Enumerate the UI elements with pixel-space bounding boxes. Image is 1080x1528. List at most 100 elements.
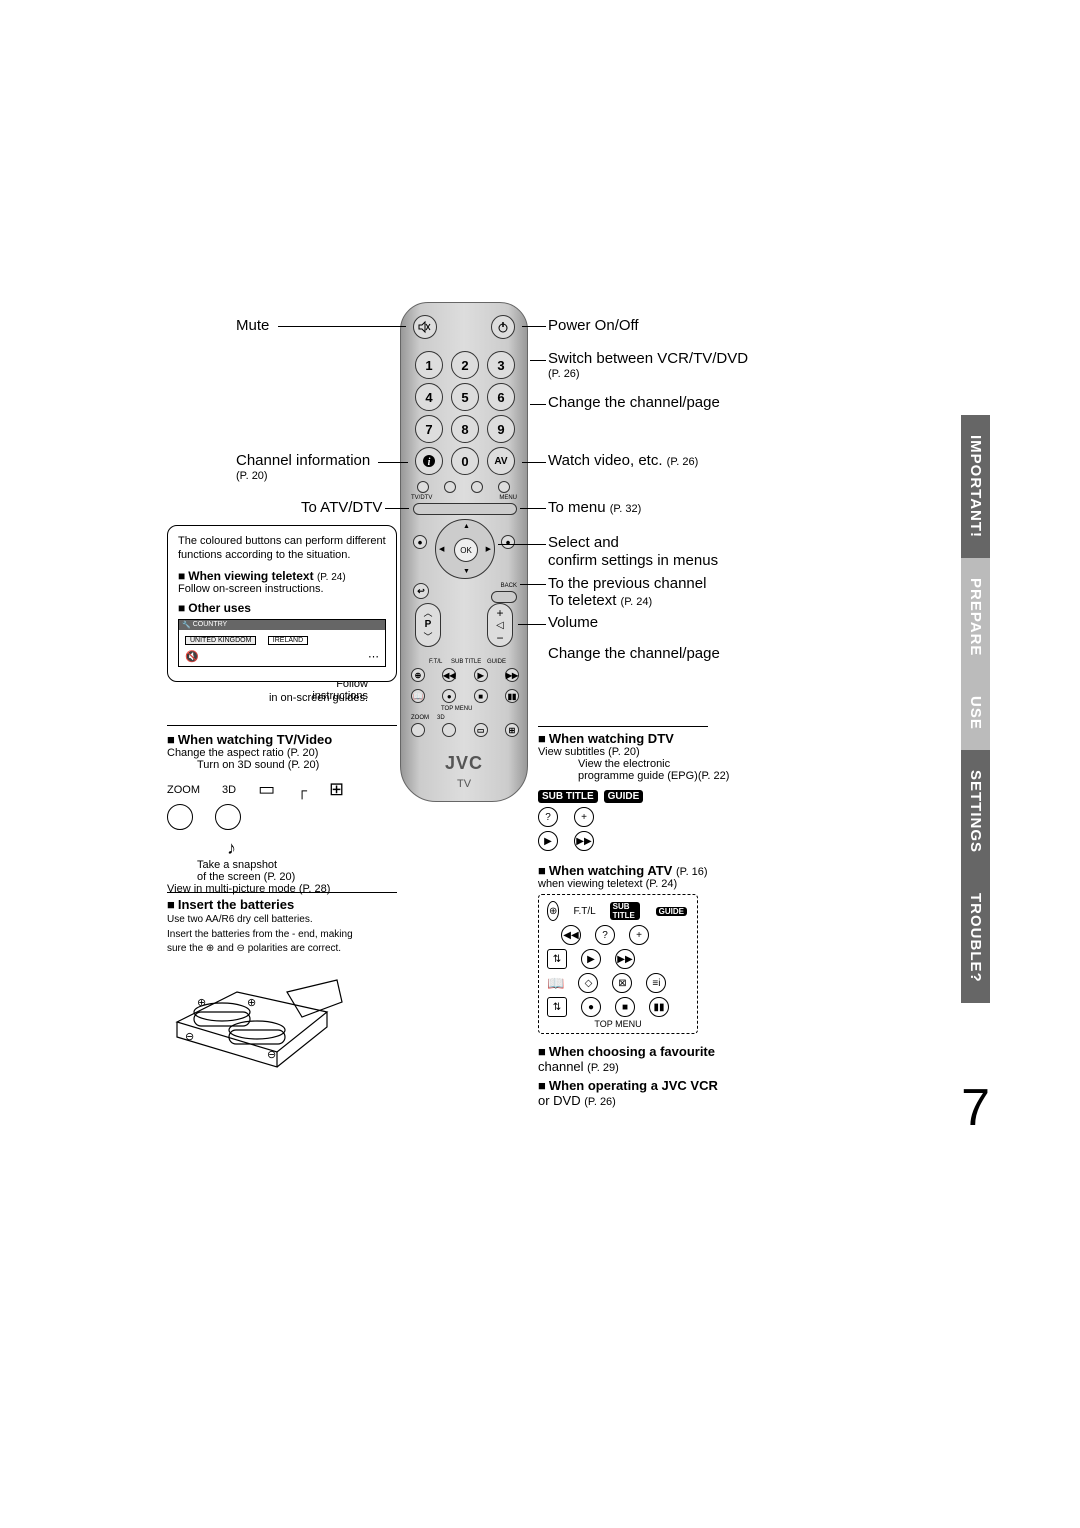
- channel-info-label: Channel information: [236, 452, 370, 469]
- teletext-label: To teletext (P. 24): [548, 592, 652, 609]
- epg-l2: programme guide (EPG)(P. 22): [578, 770, 758, 782]
- battery-diagram: ⊕ ⊕ ⊖ ⊖: [167, 962, 347, 1072]
- to-menu-label: To menu (P. 32): [548, 499, 641, 516]
- digit-7: 7: [415, 415, 443, 443]
- tab-important: IMPORTANT!: [961, 415, 990, 558]
- ffwd-small-icon: ▶▶: [574, 831, 594, 851]
- vol-plus-icon: +: [488, 606, 512, 620]
- change-ch2-label: Change the channel/page: [548, 645, 720, 662]
- updown2-icon: ⇅: [547, 997, 567, 1017]
- batt-title: Insert the batteries: [167, 897, 397, 912]
- digit-9: 9: [487, 415, 515, 443]
- tv-video-section: When watching TV/Video Change the aspect…: [167, 725, 397, 895]
- stop-icon: ■: [474, 689, 488, 703]
- teletext-hdr: When viewing teletext (P. 24): [178, 569, 386, 583]
- power-button-icon: [491, 315, 515, 339]
- back-button: [491, 591, 517, 603]
- tab-settings: SETTINGS: [961, 750, 990, 873]
- dtv-section: When watching DTV View subtitles (P. 20)…: [538, 726, 758, 1108]
- volume-label: Volume: [548, 614, 598, 631]
- tvvid-title: When watching TV/Video: [167, 732, 397, 747]
- info2-icon: ≡i: [646, 973, 666, 993]
- yellow-button: [471, 481, 483, 493]
- snapshot-l2: of the screen (P. 20): [197, 871, 397, 883]
- zoom-btn-icon: [411, 723, 425, 737]
- fav-title: When choosing a favourite: [538, 1044, 758, 1059]
- batt-l3: sure the ⊕ and ⊖ polarities are correct.: [167, 943, 397, 956]
- guide-pill-2: GUIDE: [656, 907, 687, 916]
- svg-text:⊕: ⊕: [197, 997, 206, 1009]
- dots-mini-icon: ⋯: [368, 650, 379, 663]
- multipic-icon: ⊞: [505, 723, 519, 737]
- atv-dtv-label: To ATV/DTV: [301, 499, 382, 516]
- callout-intro: The coloured buttons can perform differe…: [178, 534, 386, 563]
- channel-rocker: ︿ P ﹀: [415, 603, 441, 647]
- snapshot-icon: ▭: [474, 723, 488, 737]
- select-label-1: Select and: [548, 534, 619, 551]
- vcr-page: (P. 26): [584, 1096, 616, 1108]
- side-dot-right: •: [501, 535, 515, 549]
- mini-uk: UNITED KINGDOM: [185, 636, 256, 645]
- nav-left-icon: ◀: [439, 545, 444, 553]
- power-label: Power On/Off: [548, 317, 639, 334]
- digit-4: 4: [415, 383, 443, 411]
- rocker-down-icon: ﹀: [416, 630, 440, 643]
- rew2-icon: ◀◀: [561, 925, 581, 945]
- menu-label: MENU: [499, 495, 517, 501]
- dtv-title: When watching DTV: [538, 731, 758, 746]
- svg-text:⊕: ⊕: [247, 997, 256, 1009]
- tab-prepare: PREPARE: [961, 558, 990, 676]
- snapshot-l1: Take a snapshot: [197, 859, 397, 871]
- manual-page: IMPORTANT! PREPARE USE SETTINGS TROUBLE?…: [0, 0, 1080, 1528]
- ftl-text: F.T/L: [573, 906, 595, 917]
- threeD-text: 3D: [222, 784, 236, 796]
- subtitle-q-icon: ?: [538, 807, 558, 827]
- play-small-icon: ▶: [538, 831, 558, 851]
- pause-icon: ▮▮: [505, 689, 519, 703]
- multipic-grid-icon: ⊞: [329, 779, 344, 800]
- teletext-txt: Follow on-screen instructions.: [178, 583, 386, 595]
- guide-label: GUIDE: [487, 659, 506, 665]
- tab-use: USE: [961, 676, 990, 750]
- other-uses-hdr: Other uses: [178, 601, 386, 615]
- zoom-text: ZOOM: [167, 784, 200, 796]
- 3d-label: 3D: [437, 715, 445, 721]
- vol-speaker-icon: ◁: [488, 620, 512, 631]
- nav-down-icon: ▼: [463, 568, 470, 575]
- rewind-icon: ◀◀: [442, 668, 456, 682]
- guide-plus-icon: +: [574, 807, 594, 827]
- batt-l1: Use two AA/R6 dry cell batteries.: [167, 914, 397, 927]
- remote-control-diagram: 1 2 3 4 5 6 7 8 9 i 0 AV TV/DTV MENU OK …: [400, 302, 528, 802]
- mini-screen: 🔧COUNTRY UNITED KINGDOM IRELAND 🔇⋯: [178, 619, 386, 667]
- atv-title: When watching ATV (P. 16): [538, 863, 758, 878]
- mini-ie: IRELAND: [268, 636, 308, 645]
- subtitle-pill-2: SUB TITLE: [610, 902, 640, 920]
- atv-dashbox: ⊕ F.T/L SUB TITLE GUIDE ◀◀ ? + ⇅ ▶ ▶▶ 📖 …: [538, 894, 698, 1034]
- mini-bar: 🔧COUNTRY: [179, 620, 385, 630]
- rec2-icon: ●: [581, 997, 601, 1017]
- func-row-2: 📖 ● ■ ▮▮: [411, 689, 519, 703]
- tab-trouble: TROUBLE?: [961, 873, 990, 1003]
- vcr-l2: or DVD: [538, 1093, 581, 1108]
- fav-plus-icon: ⊕: [411, 668, 425, 682]
- q2-icon: ?: [595, 925, 615, 945]
- fav-page: (P. 29): [587, 1062, 619, 1074]
- mini-icons: 🔇⋯: [179, 650, 385, 663]
- music-note-icon: ♪: [227, 838, 397, 859]
- ftl-label: F.T/L: [429, 659, 442, 665]
- digit-6: 6: [487, 383, 515, 411]
- channel-info-page: (P. 20): [236, 470, 268, 482]
- ok-button: OK: [454, 538, 478, 562]
- mute-label: Mute: [236, 317, 269, 334]
- dtv-subtitles: View subtitles (P. 20): [538, 746, 758, 758]
- topmenu-label: TOP MENU: [441, 706, 472, 712]
- p-label: P: [416, 619, 440, 630]
- book2-icon: 📖: [547, 975, 564, 992]
- ffwd-icon: ▶▶: [505, 668, 519, 682]
- green-button: [444, 481, 456, 493]
- subtitle-pill: SUB TITLE: [538, 790, 598, 803]
- zoom-circle-icon: [167, 804, 193, 830]
- func-row-3: ▭ ⊞: [411, 723, 519, 737]
- brand-logo: JVC: [401, 753, 527, 774]
- prev-ch-label: To the previous channel: [548, 575, 706, 592]
